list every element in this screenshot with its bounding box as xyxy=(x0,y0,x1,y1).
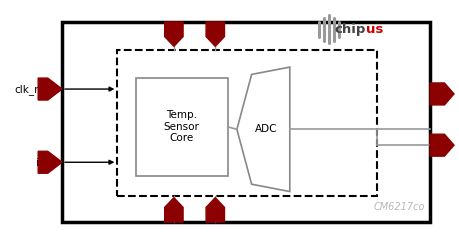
Polygon shape xyxy=(206,198,224,222)
Text: chip: chip xyxy=(334,23,365,36)
Text: i_en: i_en xyxy=(36,157,57,168)
Polygon shape xyxy=(164,198,183,222)
Polygon shape xyxy=(429,134,453,156)
Text: ADC: ADC xyxy=(254,124,277,134)
Polygon shape xyxy=(38,151,62,173)
Bar xyxy=(117,50,376,196)
Text: o_valid: o_valid xyxy=(458,140,459,151)
Text: o_data[11:0]: o_data[11:0] xyxy=(458,89,459,99)
Text: clk_mod: clk_mod xyxy=(14,84,57,94)
Bar xyxy=(135,78,227,176)
Polygon shape xyxy=(164,22,183,46)
Bar xyxy=(62,22,429,222)
Polygon shape xyxy=(429,83,453,105)
Polygon shape xyxy=(206,22,224,46)
Text: CM6217co: CM6217co xyxy=(373,203,425,212)
Polygon shape xyxy=(38,78,62,100)
Text: Temp.
Sensor
Core: Temp. Sensor Core xyxy=(163,110,199,143)
Text: us: us xyxy=(365,23,382,36)
Polygon shape xyxy=(236,67,289,192)
